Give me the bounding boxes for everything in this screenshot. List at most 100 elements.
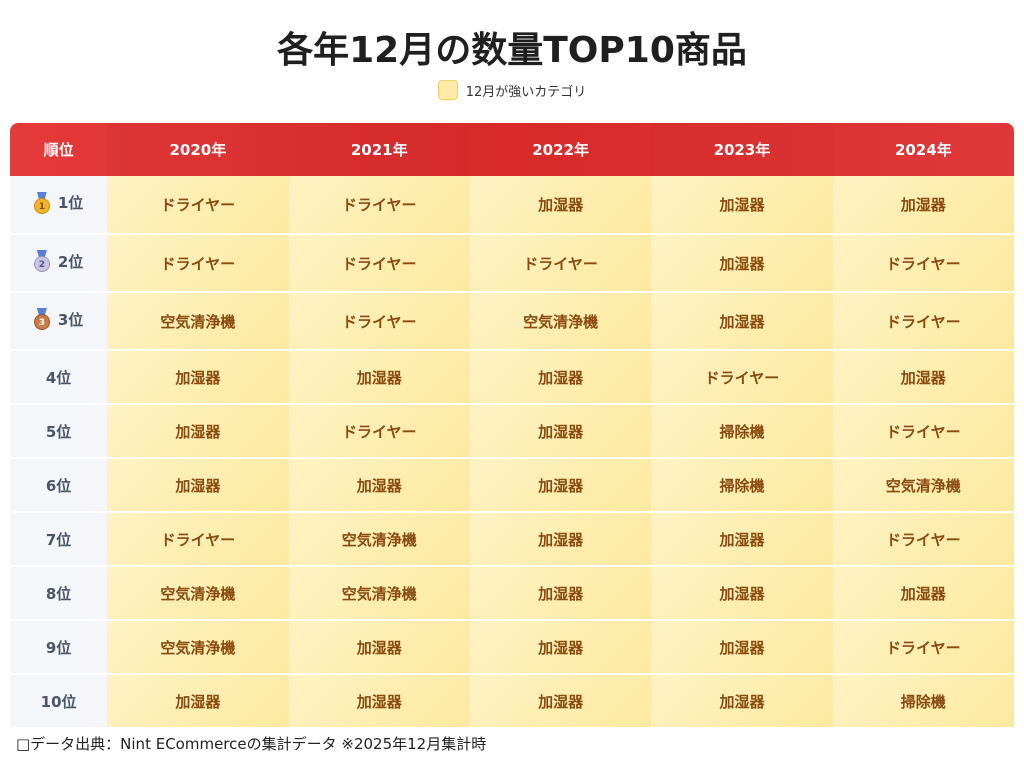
product-cell: 加湿器 bbox=[651, 512, 833, 567]
table-row: 8位 空気清浄機 空気清浄機 加湿器 加湿器 加湿器 bbox=[10, 566, 1014, 621]
rank-cell: 4位 bbox=[10, 350, 108, 405]
rank-cell: 3 3位 bbox=[10, 292, 108, 351]
table-row: 1 1位 ドライヤー ドライヤー 加湿器 加湿器 加湿器 bbox=[10, 176, 1014, 235]
rank-cell: 5位 bbox=[10, 404, 108, 459]
medal-number: 3 bbox=[33, 314, 50, 330]
product-cell: 加湿器 bbox=[469, 458, 652, 513]
product-cell: 加湿器 bbox=[107, 458, 289, 513]
product-cell: 加湿器 bbox=[651, 176, 833, 235]
product-cell: 空気清浄機 bbox=[469, 292, 652, 351]
product-cell: 掃除機 bbox=[651, 458, 833, 513]
rank-label-group: 9位 bbox=[46, 637, 71, 658]
rank-label: 7位 bbox=[45, 530, 72, 549]
legend-swatch bbox=[437, 80, 458, 100]
rank-label: 2位 bbox=[57, 252, 84, 271]
product-cell: ドライヤー bbox=[651, 350, 833, 405]
legend: 12月が強いカテゴリ bbox=[0, 80, 1024, 100]
header-rank: 順位 bbox=[43, 141, 74, 159]
rank-label-group: 1 1位 bbox=[33, 191, 83, 214]
rank-cell: 9位 bbox=[10, 620, 108, 675]
product-cell: 加湿器 bbox=[469, 512, 652, 567]
product-cell: ドライヤー bbox=[832, 512, 1014, 567]
medal-ribbon bbox=[36, 191, 47, 201]
table-row: 5位 加湿器 ドライヤー 加湿器 掃除機 ドライヤー bbox=[10, 404, 1014, 459]
product-cell: 空気清浄機 bbox=[288, 512, 470, 567]
rank-label: 3位 bbox=[57, 310, 84, 329]
rank-cell: 7位 bbox=[10, 512, 108, 567]
rank-label: 8位 bbox=[45, 584, 72, 603]
rank-cell: 10位 bbox=[10, 674, 108, 729]
product-cell: 空気清浄機 bbox=[288, 566, 470, 621]
product-cell: ドライヤー bbox=[832, 234, 1014, 293]
product-cell: 加湿器 bbox=[651, 620, 833, 675]
rank-cell: 6位 bbox=[10, 458, 108, 513]
product-cell: 加湿器 bbox=[469, 350, 652, 405]
product-cell: ドライヤー bbox=[288, 176, 470, 235]
table-row: 10位 加湿器 加湿器 加湿器 加湿器 掃除機 bbox=[10, 674, 1014, 729]
rank-label-group: 10位 bbox=[41, 691, 77, 712]
product-cell: 加湿器 bbox=[651, 566, 833, 621]
ranking-table: 順位 2020年 2021年 2022年 2023年 2024年 1 1位 ドライヤ… bbox=[10, 123, 1014, 729]
product-cell: ドライヤー bbox=[469, 234, 652, 293]
header-year: 2020年 bbox=[107, 123, 288, 176]
product-cell: 加湿器 bbox=[469, 566, 652, 621]
product-cell: ドライヤー bbox=[832, 292, 1014, 351]
rank-cell: 2 2位 bbox=[10, 234, 108, 293]
rank-label: 4位 bbox=[45, 368, 72, 387]
table-row: 9位 空気清浄機 加湿器 加湿器 加湿器 ドライヤー bbox=[10, 620, 1014, 675]
rank-label-group: 2 2位 bbox=[33, 250, 84, 272]
table-row: 7位 ドライヤー 空気清浄機 加湿器 加湿器 ドライヤー bbox=[10, 512, 1014, 567]
product-cell: 掃除機 bbox=[832, 674, 1014, 729]
silver-medal-icon: 2 bbox=[33, 250, 50, 272]
product-cell: 加湿器 bbox=[469, 404, 652, 459]
product-cell: 加湿器 bbox=[288, 458, 470, 513]
product-cell: 空気清浄機 bbox=[832, 458, 1014, 513]
product-cell: 加湿器 bbox=[288, 620, 470, 675]
product-cell: 加湿器 bbox=[651, 674, 833, 729]
product-cell: 加湿器 bbox=[651, 234, 833, 293]
product-cell: ドライヤー bbox=[832, 620, 1014, 675]
rank-label: 5位 bbox=[45, 422, 72, 441]
product-cell: ドライヤー bbox=[107, 234, 289, 293]
rank-cell: 8位 bbox=[10, 566, 108, 621]
table-header-row: 順位 2020年 2021年 2022年 2023年 2024年 bbox=[10, 123, 1014, 176]
header-year: 2024年 bbox=[833, 123, 1014, 176]
rank-label-group: 6位 bbox=[46, 475, 71, 496]
product-cell: 加湿器 bbox=[107, 674, 289, 729]
page-title: 各年12月の数量TOP10商品 bbox=[277, 30, 747, 71]
medal-ribbon bbox=[36, 250, 47, 259]
product-cell: 加湿器 bbox=[469, 176, 652, 235]
medal-number: 1 bbox=[33, 197, 50, 214]
ranking-table-container: 順位 2020年 2021年 2022年 2023年 2024年 1 1位 ドライヤ… bbox=[10, 123, 1014, 729]
rank-label-group: 4位 bbox=[46, 367, 71, 388]
product-cell: 加湿器 bbox=[288, 350, 470, 405]
rank-label-group: 7位 bbox=[46, 529, 71, 550]
header-year: 2023年 bbox=[651, 123, 833, 176]
product-cell: ドライヤー bbox=[288, 234, 470, 293]
product-cell: 加湿器 bbox=[832, 350, 1014, 405]
table-row: 3 3位 空気清浄機 ドライヤー 空気清浄機 加湿器 ドライヤー bbox=[10, 292, 1014, 351]
product-cell: 加湿器 bbox=[288, 674, 470, 729]
product-cell: 加湿器 bbox=[469, 674, 652, 729]
product-cell: ドライヤー bbox=[107, 512, 289, 567]
product-cell: 加湿器 bbox=[107, 404, 289, 459]
product-cell: 加湿器 bbox=[107, 350, 289, 405]
legend-label: 12月が強いカテゴリ bbox=[465, 84, 587, 100]
rank-cell: 1 1位 bbox=[10, 176, 108, 235]
product-cell: 加湿器 bbox=[651, 292, 833, 351]
product-cell: ドライヤー bbox=[288, 404, 470, 459]
source-note: □データ出典：Nint ECommerceの集計データ ※2025年12月集計時 bbox=[16, 735, 487, 753]
product-cell: 空気清浄機 bbox=[107, 292, 289, 351]
header-year: 2022年 bbox=[470, 123, 651, 176]
table-row: 2 2位 ドライヤー ドライヤー ドライヤー 加湿器 ドライヤー bbox=[10, 234, 1014, 293]
rank-label: 6位 bbox=[45, 476, 72, 495]
product-cell: 空気清浄機 bbox=[107, 620, 289, 675]
product-cell: 加湿器 bbox=[469, 620, 652, 675]
medal-number: 2 bbox=[33, 256, 50, 272]
rank-label-group: 8位 bbox=[46, 583, 71, 604]
header-year: 2021年 bbox=[288, 123, 470, 176]
rank-label-group: 3 3位 bbox=[33, 308, 84, 330]
product-cell: 空気清浄機 bbox=[107, 566, 289, 621]
table-row: 4位 加湿器 加湿器 加湿器 ドライヤー 加湿器 bbox=[10, 350, 1014, 405]
